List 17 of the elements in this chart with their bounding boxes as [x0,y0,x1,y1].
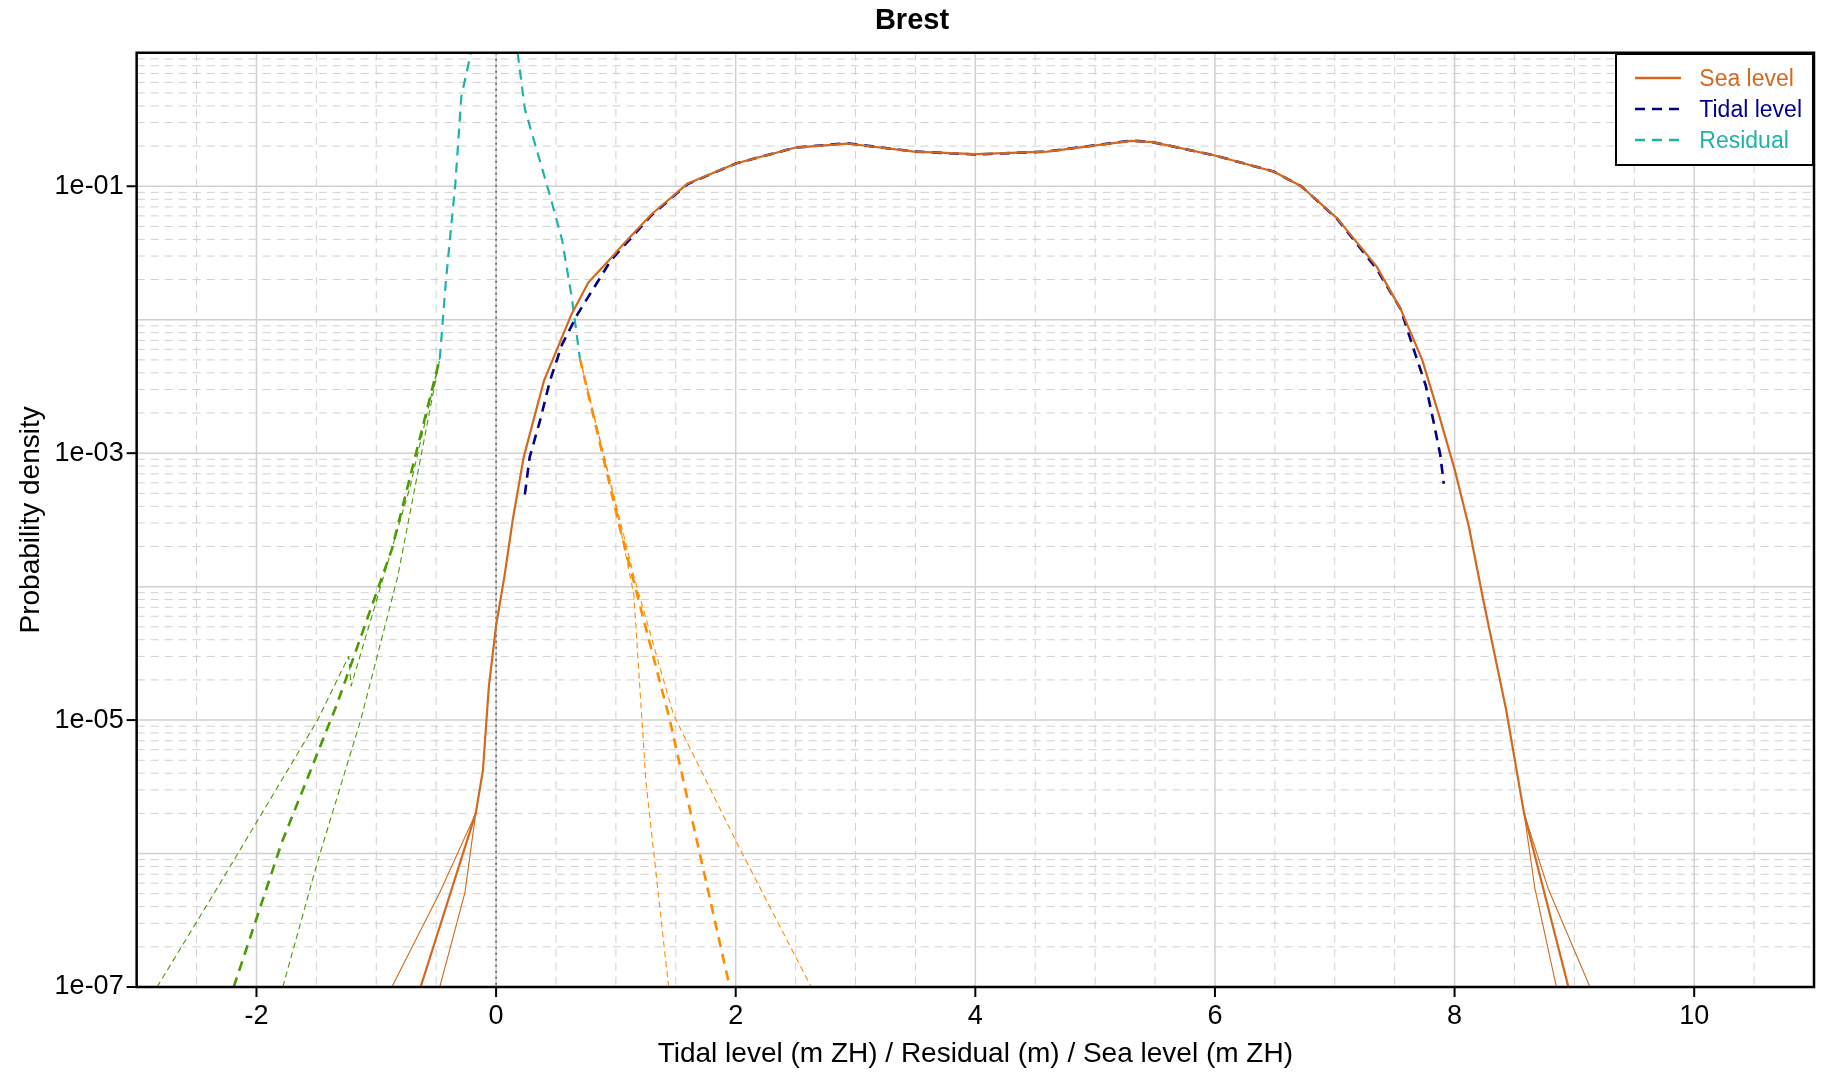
y-tick-label: 1e-07 [54,970,124,1001]
y-tick-label: 1e-01 [54,169,124,200]
x-tick-label: 8 [1447,999,1463,1030]
legend-label: Residual [1699,125,1789,155]
x-axis-title: Tidal level (m ZH) / Residual (m) / Sea level (m ZH) [657,1036,1293,1068]
y-tick-label: 1e-03 [54,436,124,467]
y-axis-title: Probability density [13,406,45,634]
y-tick-label: 1e-05 [54,703,124,734]
chart-title: Brest [874,3,950,36]
x-tick-label: 6 [1207,999,1223,1030]
legend-label: Tidal level [1699,94,1802,124]
x-tick-label: 4 [967,999,983,1030]
x-tick-label: -2 [244,999,269,1030]
legend-label: Sea level [1699,63,1794,93]
x-tick-label: 0 [488,999,504,1030]
x-tick-label: 2 [728,999,744,1030]
x-tick-label: 10 [1679,999,1710,1030]
